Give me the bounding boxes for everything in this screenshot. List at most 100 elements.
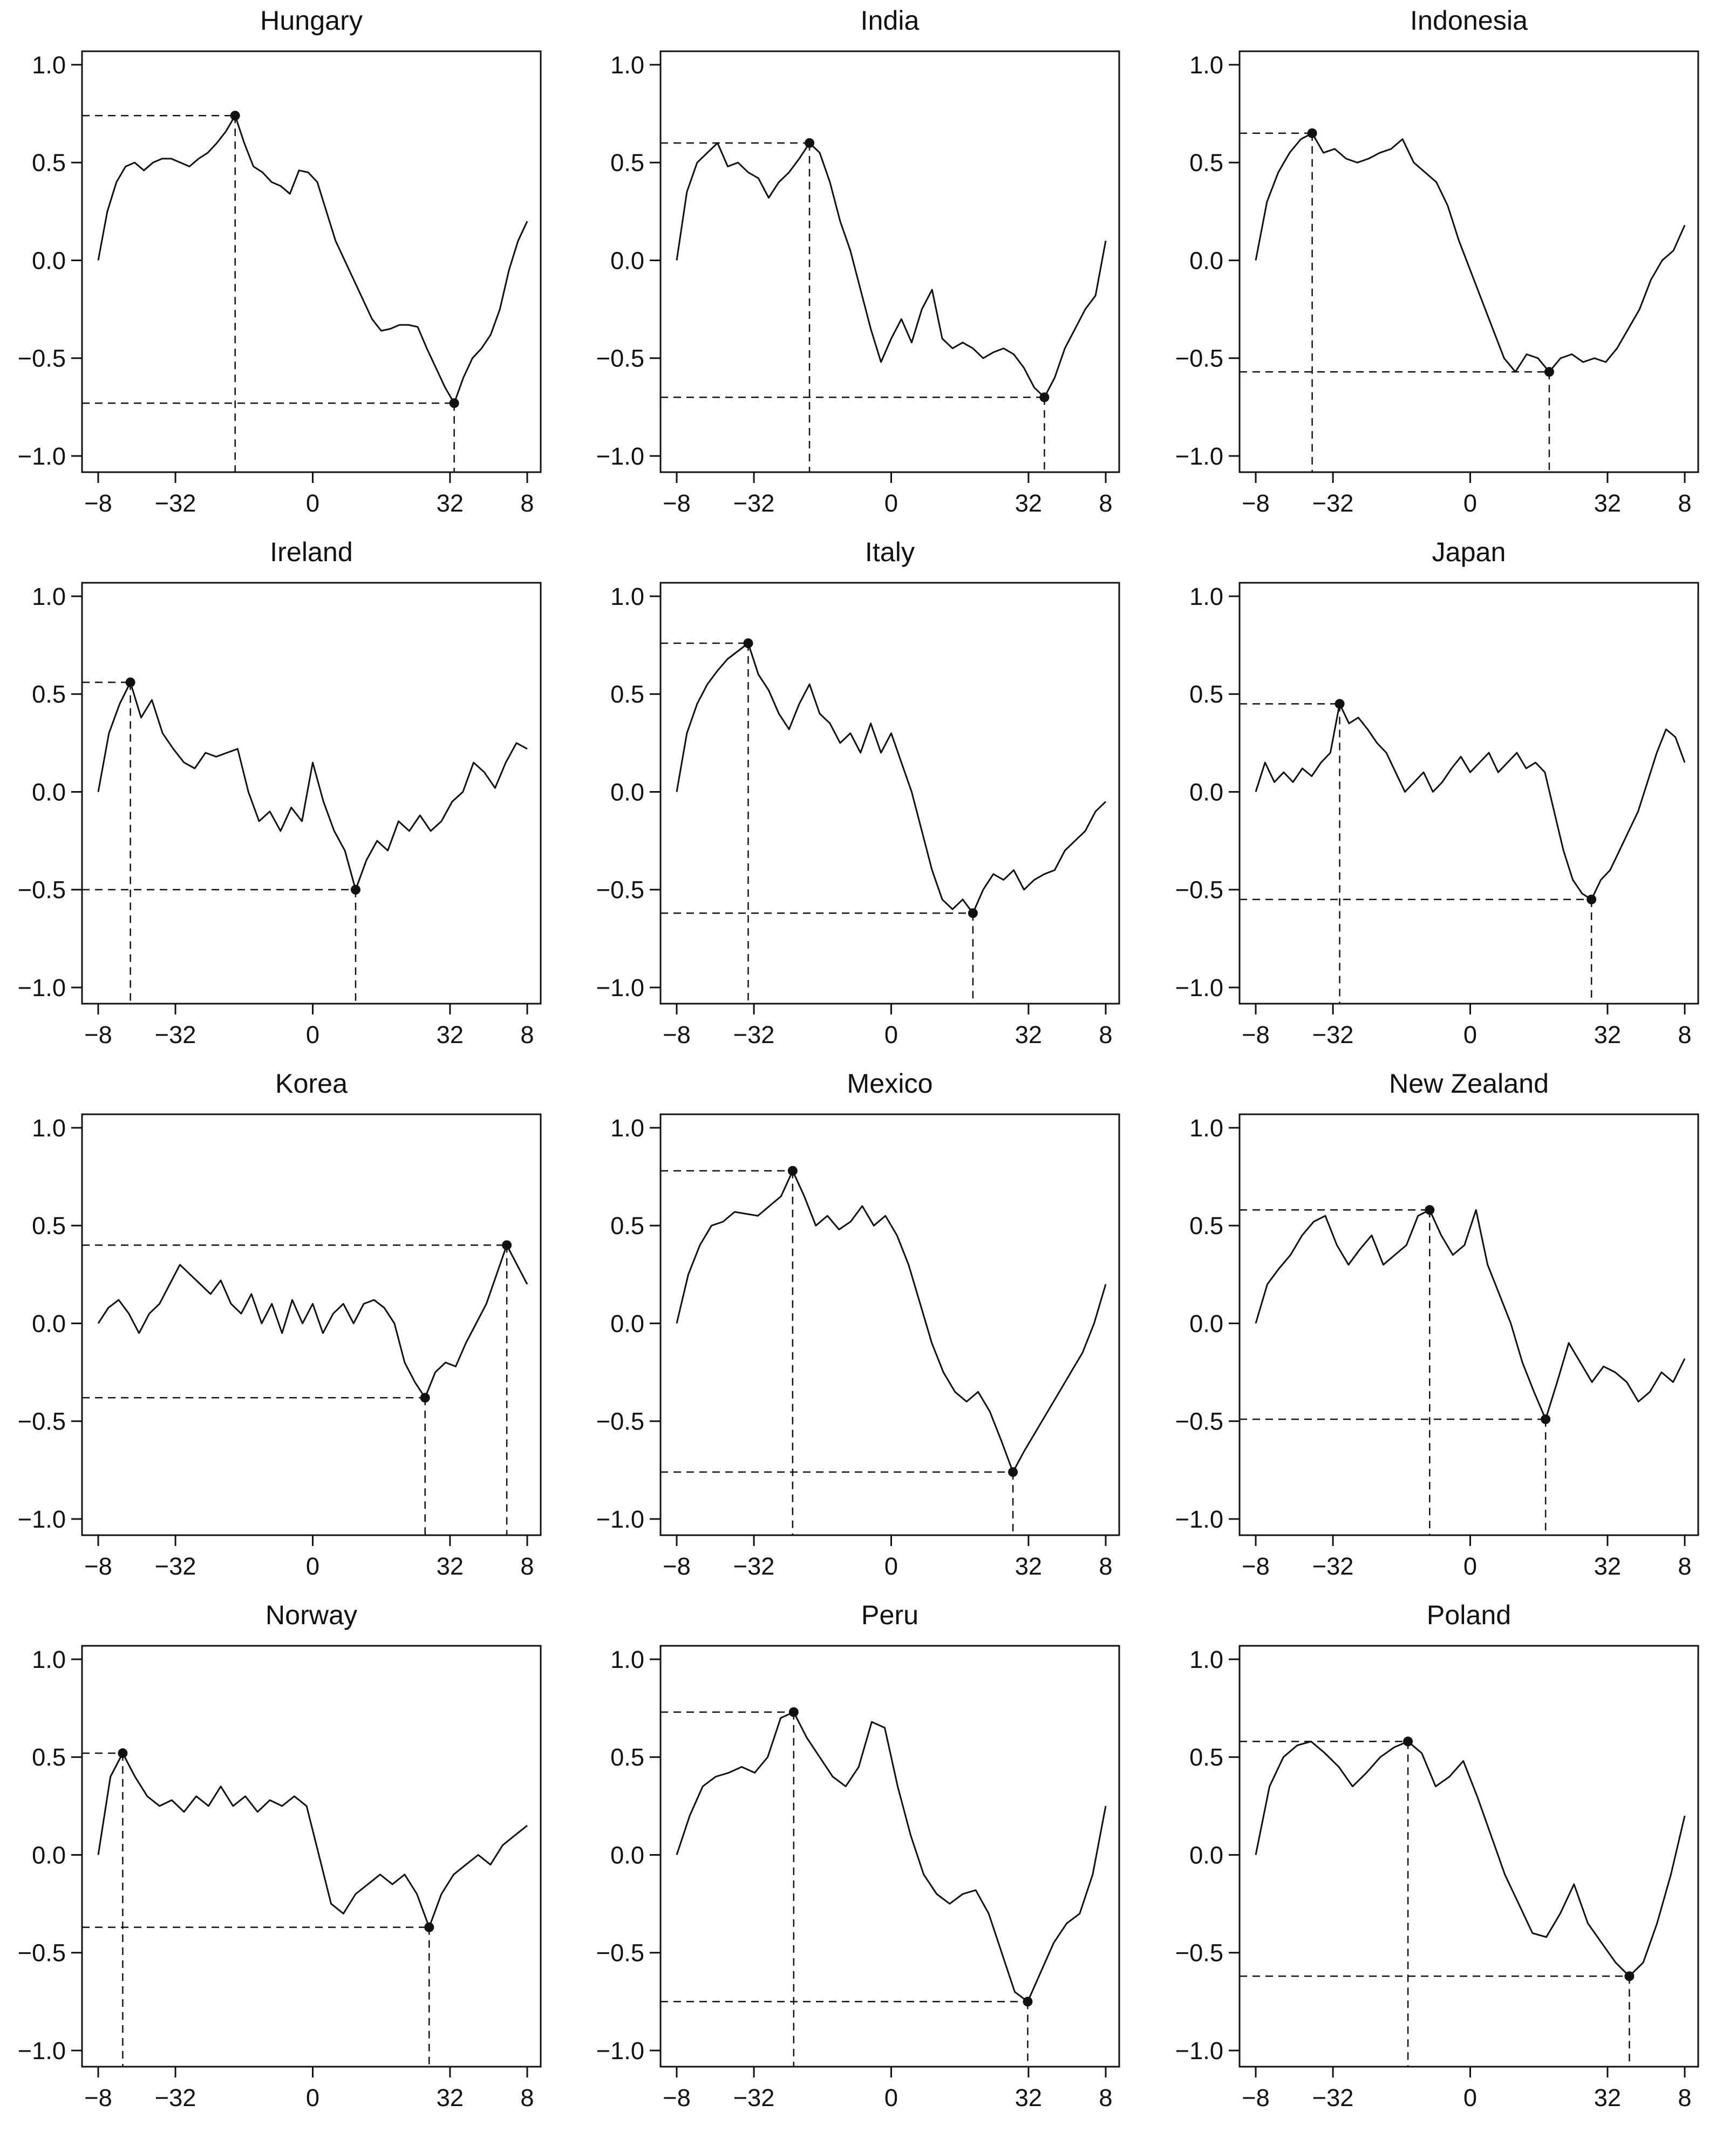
y-tick-label: −1.0 — [18, 1506, 66, 1533]
y-tick-label: −1.0 — [18, 974, 66, 1002]
min-point — [449, 398, 459, 408]
x-tick-label: −32 — [1312, 1021, 1354, 1048]
plot-frame — [659, 1645, 1120, 2068]
series-line — [1255, 703, 1686, 901]
x-tick-label: 0 — [1463, 1021, 1477, 1048]
chart-svg: Italy 1.0 0.5 0.0 −0.5 −1.0 −8 −32 0 32 8 — [596, 537, 1120, 1048]
x-tick-label: 32 — [1015, 1552, 1042, 1580]
y-tick-label: 0.5 — [32, 1743, 66, 1771]
chart-title: Norway — [265, 1600, 358, 1630]
y-tick-label: 1.0 — [1189, 1114, 1223, 1142]
chart-panel: Mexico 1.0 0.5 0.0 −0.5 −1.0 −8 −32 0 32 8 — [578, 1063, 1157, 1595]
x-tick-label: 32 — [437, 489, 464, 517]
chart-panel: Korea 1.0 0.5 0.0 −0.5 −1.0 −8 −32 0 32 8 — [0, 1063, 578, 1595]
x-tick-label: 8 — [1678, 1021, 1691, 1048]
series-line — [1255, 1740, 1686, 1977]
chart-svg: India 1.0 0.5 0.0 −0.5 −1.0 −8 −32 0 32 8 — [596, 5, 1120, 517]
chart-title: India — [861, 5, 920, 36]
x-tick-label: 32 — [1594, 1021, 1621, 1048]
y-tick-label: 1.0 — [610, 51, 644, 79]
max-point — [1335, 699, 1345, 709]
x-tick-label: 0 — [1463, 489, 1477, 517]
chart-title: Peru — [861, 1600, 918, 1630]
x-tick-label: 0 — [884, 1021, 898, 1048]
x-tick-label: −32 — [155, 1021, 196, 1048]
series-line — [97, 1244, 528, 1399]
min-point — [1039, 392, 1050, 403]
chart-panel: New Zealand 1.0 0.5 0.0 −0.5 −1.0 −8 −32 0 32 8 — [1158, 1063, 1736, 1595]
series-line — [97, 682, 528, 891]
x-tick-label: 8 — [1678, 2084, 1691, 2111]
y-tick-label: 0.5 — [32, 149, 66, 176]
plot-frame — [659, 50, 1120, 473]
chart-title: Ireland — [270, 537, 353, 567]
max-point — [743, 638, 753, 648]
series-line — [676, 1711, 1107, 2002]
chart-panel: Italy 1.0 0.5 0.0 −0.5 −1.0 −8 −32 0 32 8 — [578, 532, 1157, 1063]
series-line — [97, 1752, 528, 1929]
plot-frame — [1238, 1113, 1699, 1536]
series-line — [1255, 132, 1686, 373]
plot-frame — [659, 582, 1120, 1005]
chart-svg: Norway 1.0 0.5 0.0 −0.5 −1.0 −8 −32 0 32 8 — [18, 1600, 542, 2111]
x-tick-label: 0 — [884, 489, 898, 517]
x-tick-label: 0 — [306, 489, 319, 517]
x-tick-label: 8 — [1099, 1021, 1112, 1048]
x-tick-label: 0 — [306, 1021, 319, 1048]
series-line — [97, 114, 528, 404]
x-tick-label: 32 — [437, 1552, 464, 1580]
chart-panel: Indonesia 1.0 0.5 0.0 −0.5 −1.0 −8 −32 0 32 8 — [1158, 0, 1736, 532]
y-tick-label: −1.0 — [18, 2037, 66, 2065]
x-tick-label: 0 — [1463, 1552, 1477, 1580]
y-tick-label: 0.0 — [610, 1841, 644, 1869]
chart-panel: India 1.0 0.5 0.0 −0.5 −1.0 −8 −32 0 32 8 — [578, 0, 1157, 532]
y-tick-label: 0.0 — [1189, 1841, 1223, 1869]
y-tick-label: 0.5 — [610, 1212, 644, 1239]
x-tick-label: −32 — [1312, 489, 1354, 517]
chart-title: Poland — [1427, 1600, 1511, 1630]
y-tick-label: 1.0 — [32, 1114, 66, 1142]
max-point — [118, 1748, 128, 1758]
chart-svg: Hungary 1.0 0.5 0.0 −0.5 −1.0 −8 −32 0 32 8 — [18, 5, 542, 517]
min-point — [1624, 1971, 1635, 1981]
y-tick-label: −1.0 — [18, 442, 66, 470]
y-tick-label: −0.5 — [596, 1408, 644, 1435]
y-tick-label: 0.0 — [32, 778, 66, 806]
plot-frame — [81, 1645, 542, 2068]
plot-frame — [81, 582, 542, 1005]
plot-frame — [1238, 50, 1699, 473]
series-line — [1255, 1209, 1686, 1420]
x-tick-label: −32 — [1312, 1552, 1354, 1580]
y-tick-label: −1.0 — [596, 974, 644, 1002]
plot-frame — [1238, 1645, 1699, 2068]
y-tick-label: 0.0 — [32, 1841, 66, 1869]
x-tick-label: −32 — [155, 1552, 196, 1580]
x-tick-label: −8 — [663, 2084, 691, 2111]
y-tick-label: 0.5 — [610, 1743, 644, 1771]
chart-title: Japan — [1432, 537, 1506, 567]
chart-svg: Japan 1.0 0.5 0.0 −0.5 −1.0 −8 −32 0 32 8 — [1175, 537, 1699, 1048]
x-tick-label: 32 — [437, 1021, 464, 1048]
y-tick-label: 0.5 — [1189, 149, 1223, 176]
max-point — [1425, 1205, 1435, 1215]
y-tick-label: −0.5 — [596, 876, 644, 904]
x-tick-label: −8 — [1242, 2084, 1270, 2111]
x-tick-label: 32 — [1015, 489, 1042, 517]
x-tick-label: 0 — [884, 2084, 898, 2111]
x-tick-label: 32 — [1594, 489, 1621, 517]
max-point — [230, 111, 240, 121]
plot-frame — [81, 50, 542, 473]
y-tick-label: 0.0 — [32, 1310, 66, 1337]
x-tick-label: −8 — [1242, 1552, 1270, 1580]
chart-title: Hungary — [260, 5, 363, 36]
chart-svg: Indonesia 1.0 0.5 0.0 −0.5 −1.0 −8 −32 0 32 8 — [1175, 5, 1699, 517]
max-point — [805, 138, 815, 148]
y-tick-label: −0.5 — [18, 1408, 66, 1435]
y-tick-label: 0.0 — [610, 1310, 644, 1337]
y-tick-label: −0.5 — [18, 876, 66, 904]
x-tick-label: 8 — [520, 489, 534, 517]
x-tick-label: 32 — [1015, 2084, 1042, 2111]
chart-svg: Poland 1.0 0.5 0.0 −0.5 −1.0 −8 −32 0 32 8 — [1175, 1600, 1699, 2111]
chart-title: Korea — [275, 1068, 348, 1099]
max-point — [502, 1240, 512, 1250]
